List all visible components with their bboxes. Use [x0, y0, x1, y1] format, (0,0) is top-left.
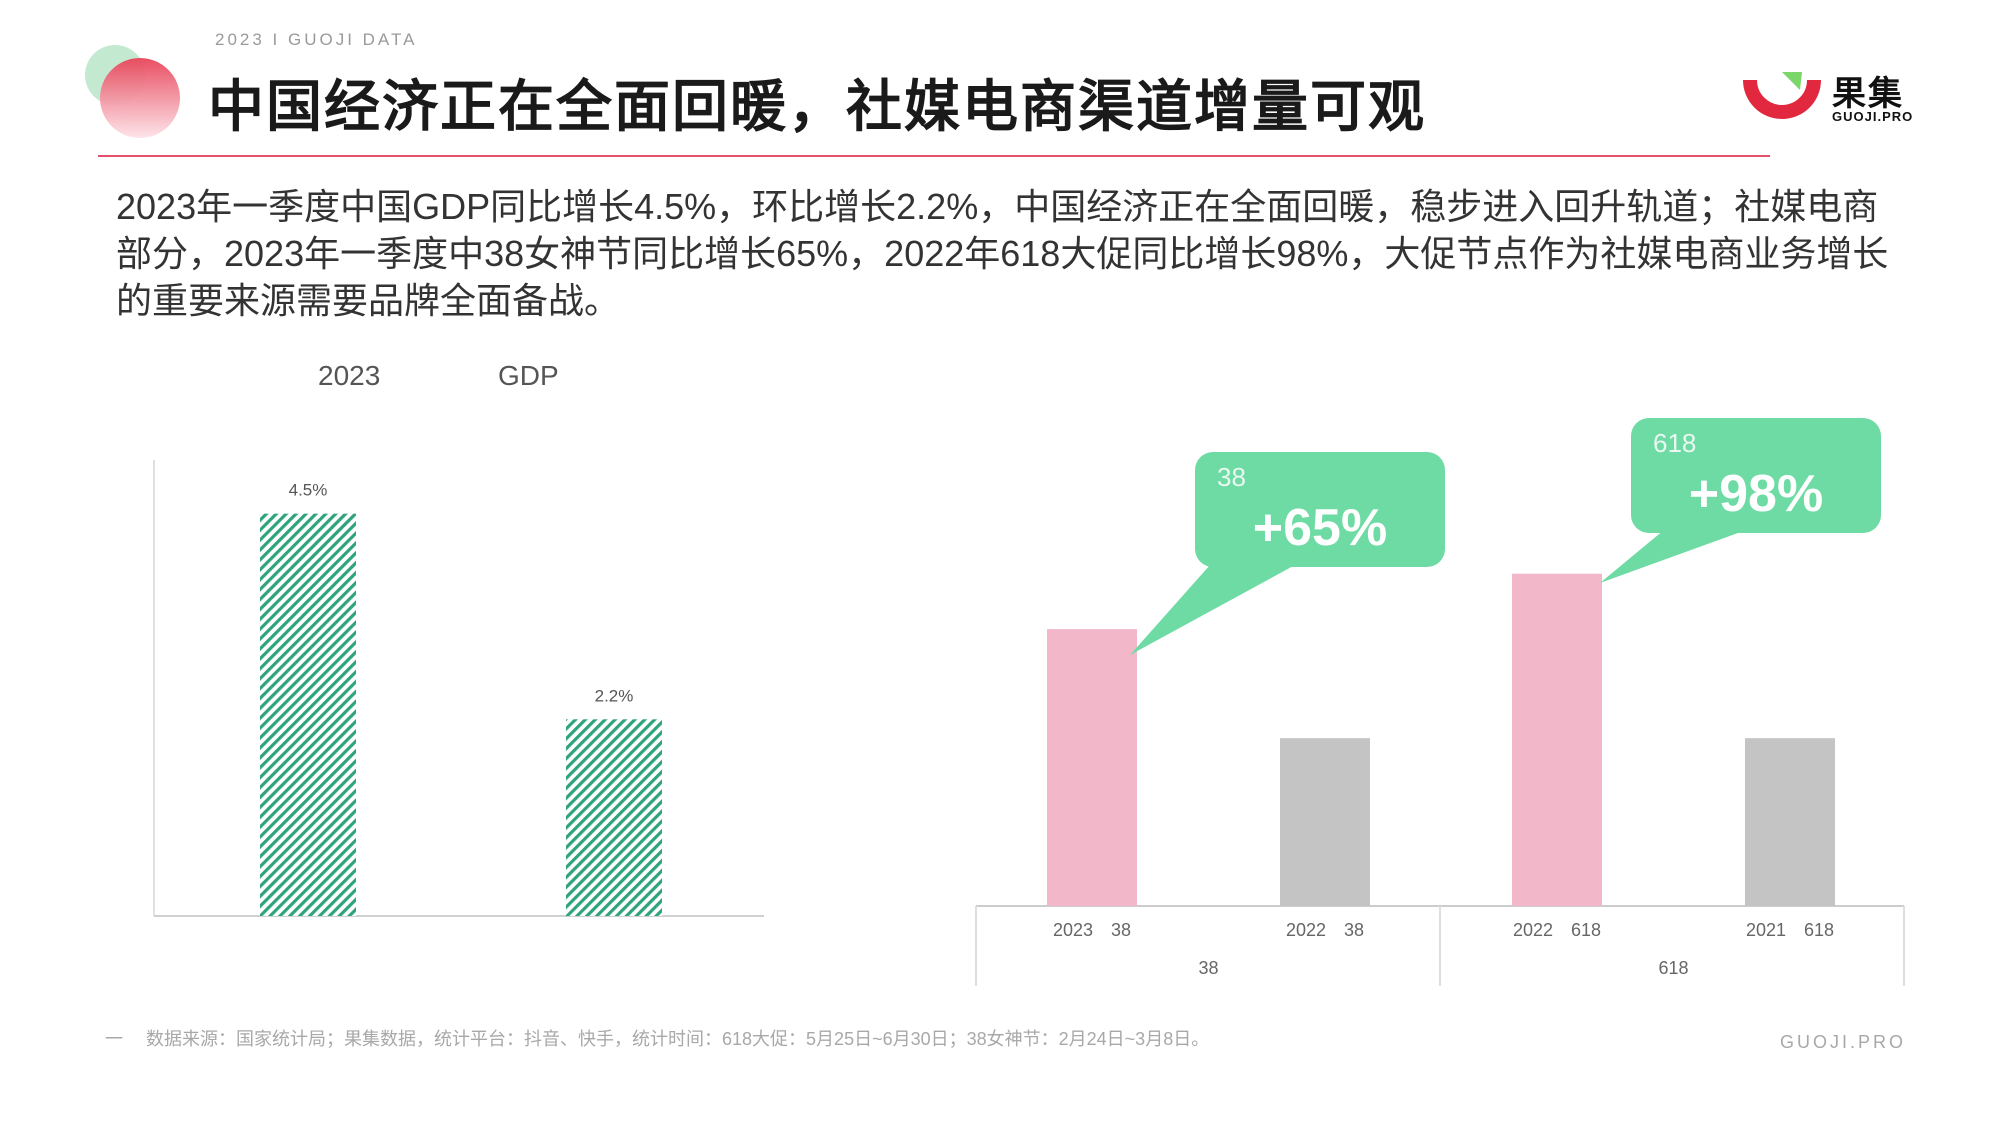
footer-site: GUOJI.PRO — [1780, 1032, 1907, 1052]
footer-dash: 一 — [105, 1029, 123, 1049]
festival-tick-label-2: 2022 618 — [1513, 920, 1601, 940]
decorative-circles-logo — [85, 45, 180, 138]
gdp-bar-chart: 4.5% 2.2% — [153, 460, 764, 917]
left-chart-label-gdp: GDP — [498, 360, 559, 391]
left-chart-label-year: 2023 — [318, 360, 381, 391]
bubble-618-label: 618 — [1653, 428, 1697, 458]
bubble-tail-618 — [1600, 525, 1760, 583]
data-source-note: 一 数据来源：国家统计局；果集数据，统计平台：抖音、快手，统计时间：618大促：… — [105, 1025, 1209, 1051]
header-eyebrow: 2023 I GUOJI DATA — [215, 30, 418, 49]
bubble-38-label: 38 — [1217, 462, 1246, 492]
gdp-bar-label-1: 2.2% — [595, 686, 634, 705]
brand-logo-icon — [1743, 72, 1821, 119]
bubble-38-value: +65% — [1252, 499, 1388, 557]
page-title: 中国经济正在全面回暖，社媒电商渠道增量可观 — [208, 75, 1426, 138]
gdp-bar-0 — [260, 513, 356, 916]
growth-bubble-618: 618 +98% — [1631, 418, 1881, 533]
brand-logo-text: 果集 — [1832, 75, 1904, 113]
gdp-bar-1 — [566, 719, 662, 916]
festival-bar-3 — [1745, 738, 1835, 906]
festival-tick-label-1: 2022 38 — [1286, 920, 1364, 940]
festival-tick-label-0: 2023 38 — [1053, 920, 1131, 940]
festival-group-label-0: 38 — [1198, 958, 1218, 978]
summary-text: 2023年一季度中国GDP同比增长4.5%，环比增长2.2%，中国经济正在全面回… — [116, 186, 1889, 321]
title-divider — [98, 155, 1770, 157]
festival-tick-label-3: 2021 618 — [1746, 920, 1834, 940]
festival-growth-bar-chart: 2023 38 2022 38 2022 618 2021 618 38 618 — [975, 573, 1905, 986]
festival-group-label-1: 618 — [1658, 958, 1688, 978]
brand-logo-domain: GUOJI.PRO — [1832, 109, 1914, 124]
bubble-tail-38 — [1130, 565, 1295, 655]
gdp-bar-label-0: 4.5% — [289, 481, 328, 500]
festival-bar-0 — [1047, 629, 1137, 906]
bubble-618-value: +98% — [1688, 465, 1824, 523]
festival-bar-1 — [1280, 738, 1370, 906]
festival-bar-2 — [1512, 573, 1602, 906]
growth-bubble-38: 38 +65% — [1195, 452, 1445, 567]
footer-source: 数据来源：国家统计局；果集数据，统计平台：抖音、快手，统计时间：618大促：5月… — [146, 1029, 1210, 1049]
